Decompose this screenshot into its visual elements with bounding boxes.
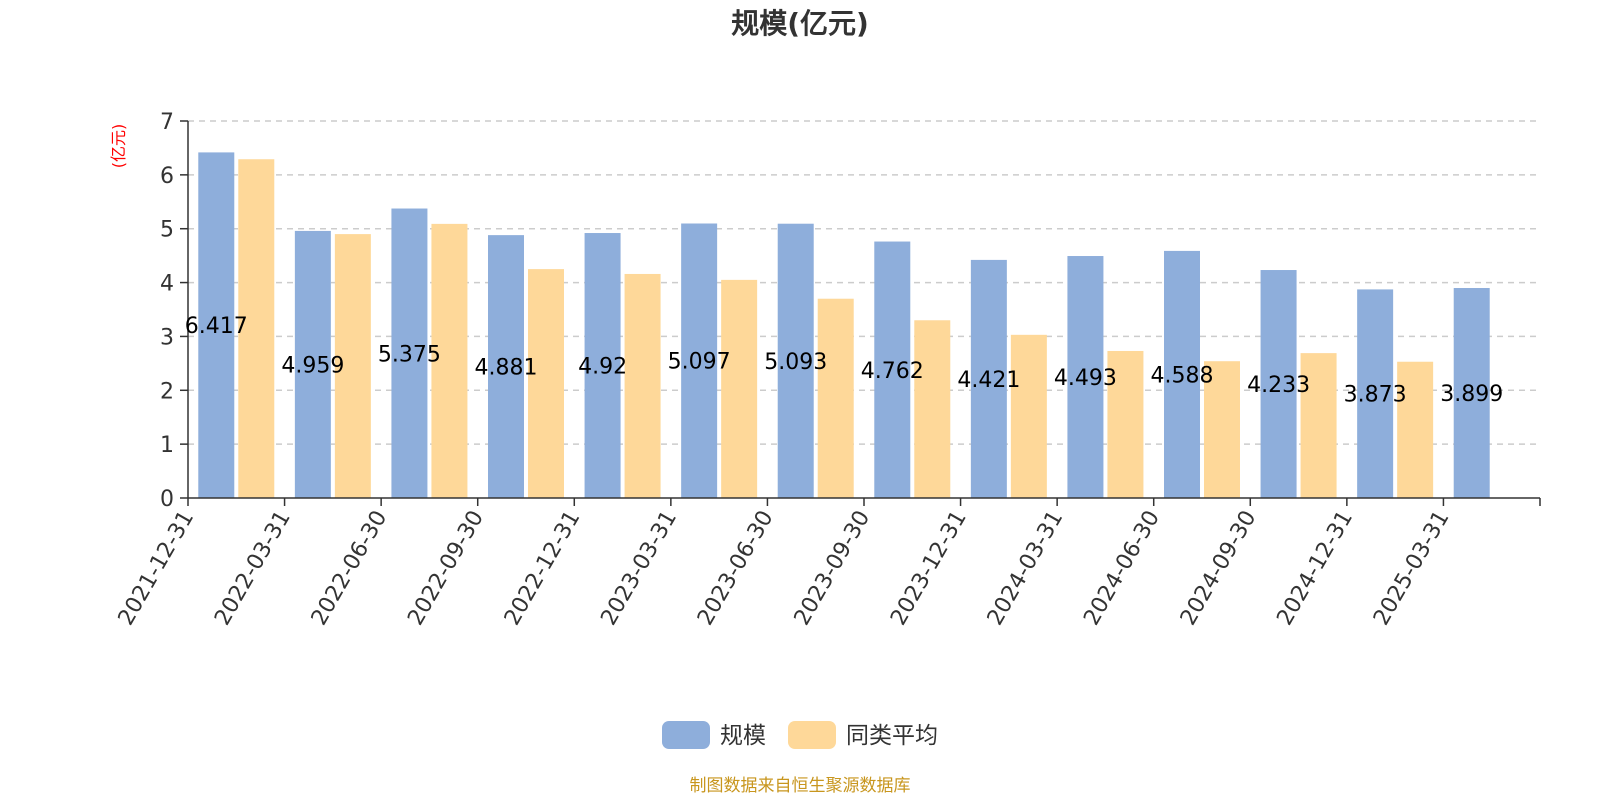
chart-title: 规模(亿元): [731, 7, 869, 40]
bar-peer-average[interactable]: [817, 298, 854, 498]
legend[interactable]: 规模 同类平均: [662, 721, 938, 749]
data-label: 4.762: [861, 359, 924, 384]
x-tick-label: 2022-12-31: [500, 507, 586, 630]
data-label: 5.093: [764, 350, 827, 375]
bar-peer-average[interactable]: [528, 269, 564, 498]
bar-scale[interactable]: [970, 259, 1007, 498]
y-tick-label: 4: [160, 272, 174, 297]
x-tick-label: 2023-12-31: [886, 507, 972, 630]
x-tick-label: 2022-06-30: [307, 507, 393, 630]
bar-peer-average[interactable]: [1300, 353, 1337, 498]
x-tick-label: 2024-06-30: [1079, 507, 1165, 630]
bars-group: [198, 152, 1490, 499]
bar-scale[interactable]: [488, 235, 524, 498]
bar-scale[interactable]: [1260, 270, 1297, 498]
bar-peer-average[interactable]: [1107, 350, 1144, 498]
bar-scale[interactable]: [1453, 288, 1490, 498]
x-tick-label: 2024-09-30: [1176, 507, 1262, 630]
bar-peer-average[interactable]: [914, 320, 951, 498]
x-tick-label: 2022-09-30: [403, 507, 489, 630]
data-label: 5.097: [668, 350, 731, 375]
data-label: 6.417: [185, 314, 248, 339]
legend-label: 同类平均: [846, 723, 938, 749]
bar-peer-average[interactable]: [334, 234, 371, 498]
bar-scale[interactable]: [584, 233, 621, 498]
x-tick-label: 2023-09-30: [790, 507, 876, 630]
legend-label: 规模: [720, 723, 766, 749]
legend-item-peer-average[interactable]: 同类平均: [788, 721, 938, 749]
bar-scale[interactable]: [198, 152, 235, 498]
source-note: 制图数据来自恒生聚源数据库: [690, 776, 911, 796]
y-tick-label: 3: [160, 325, 174, 350]
bar-scale[interactable]: [391, 208, 428, 498]
data-label: 3.899: [1440, 382, 1503, 407]
x-tick-label: 2025-03-31: [1369, 507, 1455, 630]
y-tick-label: 6: [160, 164, 174, 189]
bar-scale[interactable]: [294, 230, 331, 498]
bar-scale[interactable]: [1067, 256, 1104, 498]
bar-peer-average[interactable]: [431, 223, 468, 499]
bar-peer-average[interactable]: [721, 279, 758, 498]
data-label: 5.375: [378, 342, 441, 367]
legend-swatch: [788, 721, 836, 749]
bar-scale[interactable]: [1357, 289, 1394, 498]
data-label: 4.959: [281, 353, 344, 378]
legend-swatch: [662, 721, 710, 749]
x-tick-label: 2023-06-30: [693, 507, 779, 630]
x-tick-label: 2024-03-31: [983, 507, 1069, 630]
data-label: 4.421: [957, 368, 1020, 393]
bar-scale[interactable]: [777, 223, 814, 498]
data-label: 4.233: [1247, 373, 1310, 398]
y-tick-label: 2: [160, 379, 174, 404]
data-labels-group: 6.417 4.959 5.375 4.881 4.92 5.097 5.093 4.762 4…: [185, 314, 1503, 408]
bar-scale[interactable]: [1164, 250, 1200, 498]
data-label: 4.588: [1151, 363, 1214, 388]
y-axis-label: (亿元): [109, 124, 128, 169]
bar-scale[interactable]: [681, 223, 718, 498]
y-tick-label: 1: [160, 433, 174, 458]
y-tick-label: 5: [160, 218, 174, 243]
gridlines: [188, 120, 1540, 445]
y-tick-label: 0: [160, 487, 174, 512]
y-tick-label: 7: [160, 110, 174, 135]
x-tick-label: 2021-12-31: [114, 507, 200, 630]
x-tick-label: 2024-12-31: [1272, 507, 1358, 630]
bar-peer-average[interactable]: [624, 273, 661, 498]
data-label: 3.873: [1344, 383, 1407, 408]
bar-peer-average[interactable]: [1397, 361, 1434, 498]
data-label: 4.493: [1054, 366, 1117, 391]
bar-peer-average[interactable]: [238, 159, 275, 498]
data-label: 4.881: [475, 356, 538, 381]
legend-item-scale[interactable]: 规模: [662, 721, 766, 749]
bar-scale[interactable]: [874, 241, 911, 498]
bar-peer-average[interactable]: [1010, 334, 1047, 498]
x-tick-label: 2023-03-31: [596, 507, 682, 630]
data-label: 4.92: [578, 355, 627, 380]
bar-peer-average[interactable]: [1204, 361, 1240, 498]
x-tick-label: 2022-03-31: [210, 507, 296, 630]
